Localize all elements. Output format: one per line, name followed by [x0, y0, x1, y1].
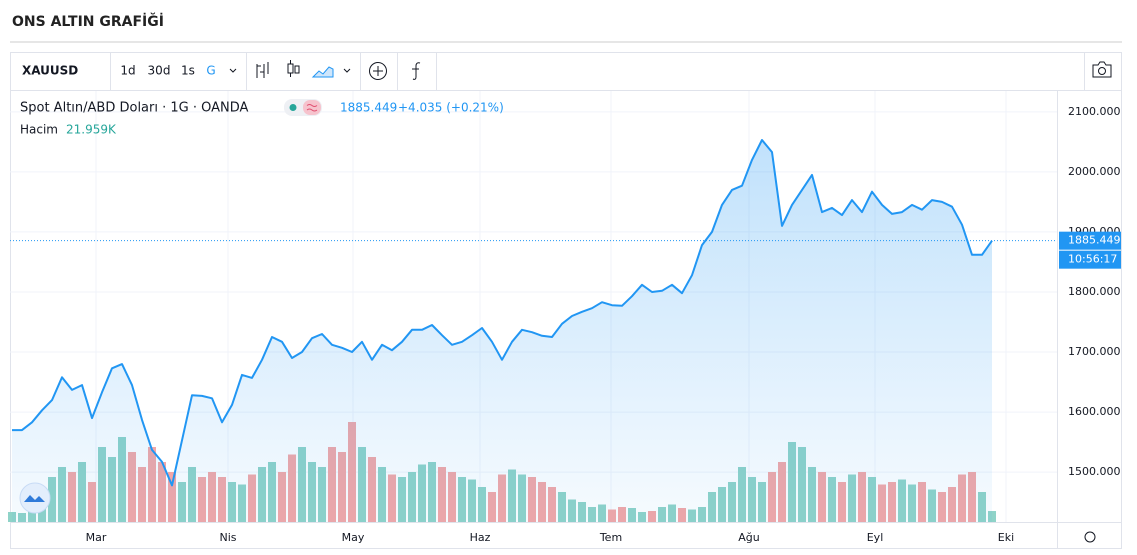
compare-icon[interactable]: [369, 62, 387, 80]
bars-icon[interactable]: [256, 62, 269, 78]
status-badge: [303, 100, 321, 115]
area-icon[interactable]: [311, 66, 334, 78]
countdown-tag: [1059, 250, 1121, 269]
y-tick-label: 1500.000: [1068, 465, 1121, 478]
interval-button[interactable]: 1s: [181, 64, 195, 78]
page-title: ONS ALTIN GRAFİĞİ: [12, 12, 164, 30]
price-change: +4.035 (+0.21%): [398, 101, 504, 115]
axes: 1500.0001600.0001700.0001800.0001900.000…: [86, 105, 1121, 544]
indicator-icon[interactable]: [412, 62, 421, 80]
y-tick-label: 2100.000: [1068, 105, 1121, 118]
x-tick-label: Eyl: [867, 531, 884, 544]
interval-button[interactable]: 30d: [148, 64, 171, 78]
x-tick-label: May: [342, 531, 365, 544]
price-line: [12, 139, 993, 487]
x-tick-label: Eki: [998, 531, 1014, 544]
volume-value: 21.959K: [66, 123, 117, 137]
symbol[interactable]: XAUUSD: [22, 64, 78, 78]
y-tick-label: 1700.000: [1068, 345, 1121, 358]
toolbar: XAUUSD 1d 30d 1s G: [22, 53, 1112, 90]
x-tick-label: Tem: [599, 531, 622, 544]
logo-mark: [24, 495, 45, 502]
volume-label: Hacim: [20, 123, 58, 137]
y-tick-label: 1600.000: [1068, 405, 1121, 418]
compare-plus: [373, 66, 383, 76]
x-tick-label: Mar: [86, 531, 107, 544]
status-wave: [306, 104, 318, 112]
area-fill: [12, 140, 992, 522]
chart-frame: [10, 52, 1122, 549]
series-label: Spot Altın/ABD Doları · 1G · OANDA: [20, 101, 249, 116]
status-dot: [289, 104, 297, 111]
x-tick-label: Haz: [470, 531, 491, 544]
plot: [10, 139, 1057, 522]
dropdown-icon[interactable]: [343, 68, 351, 73]
countdown-label: 10:56:17: [1068, 253, 1117, 266]
last-price: 1885.449: [340, 101, 397, 115]
interval-button[interactable]: G: [206, 64, 215, 78]
x-tick-label: Nis: [219, 531, 236, 544]
interval-dropdown: [229, 68, 237, 73]
candles-icon[interactable]: [287, 60, 300, 77]
x-tick-label: Ağu: [738, 531, 759, 544]
logo-badge[interactable]: [19, 482, 51, 514]
legend: Spot Altın/ABD Doları · 1G · OANDA 1885.…: [20, 99, 504, 137]
camera-lens: [1098, 67, 1106, 75]
settings-icon[interactable]: [1084, 531, 1096, 543]
last-price-tag: [1059, 231, 1121, 250]
camera-icon[interactable]: [1092, 61, 1112, 78]
y-tick-label: 1800.000: [1068, 285, 1121, 298]
last-price-tag-label: 1885.449: [1068, 234, 1121, 247]
y-tick-label: 2000.000: [1068, 165, 1121, 178]
interval-button[interactable]: 1d: [120, 64, 135, 78]
